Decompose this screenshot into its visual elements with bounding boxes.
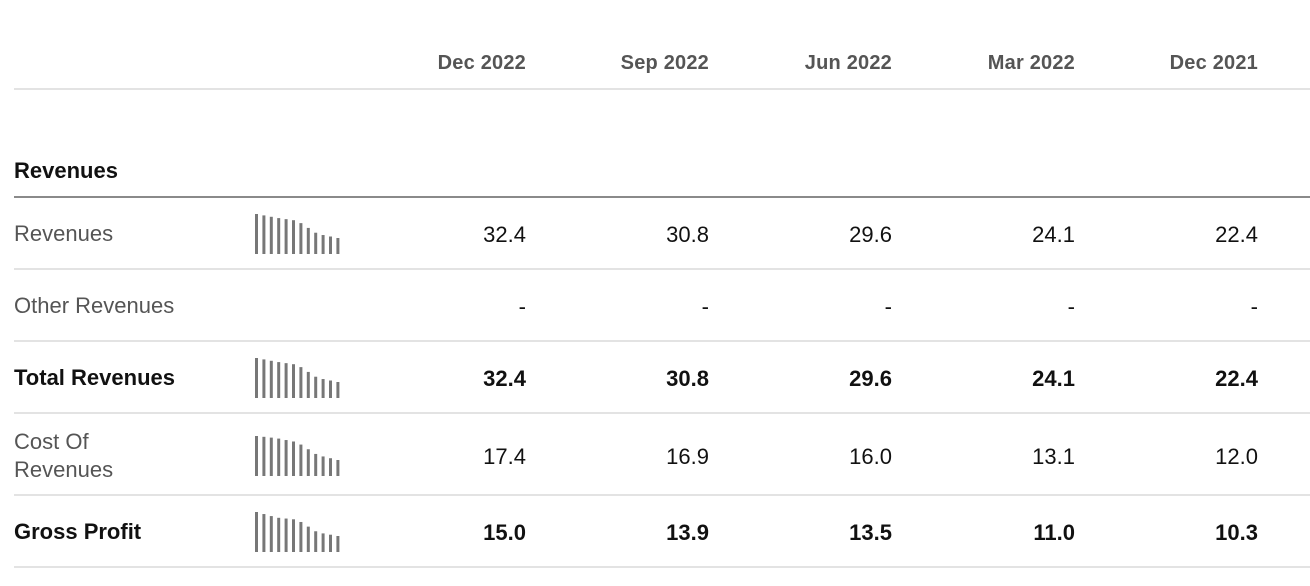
sparkline-chart[interactable] (255, 212, 345, 254)
sparkline-bar (255, 436, 258, 476)
table-row[interactable]: Other Revenues - - - - - (14, 270, 1310, 342)
sparkline-bar (336, 238, 340, 254)
sparkline-chart[interactable] (255, 434, 345, 476)
table-cell: 30.8 (666, 222, 709, 247)
table-cell: 13.5 (849, 520, 892, 545)
sparkline-bar (284, 440, 288, 476)
table-row[interactable]: Revenues 32.4 30.8 29.6 24.1 22.4 (14, 198, 1310, 270)
sparkline-bar (299, 444, 303, 476)
row-label: Cost Of Revenues (14, 429, 114, 482)
table-cell: 22.4 (1215, 222, 1258, 247)
sparkline-bar (269, 360, 273, 398)
sparkline-bar (262, 514, 266, 552)
table-cell: 22.4 (1215, 366, 1258, 391)
row-label: Gross Profit (14, 519, 142, 544)
table-cell: - (884, 294, 892, 319)
table-cell: 32.4 (483, 222, 526, 247)
table-cell: - (1250, 294, 1258, 319)
sparkline-chart[interactable] (255, 510, 345, 552)
sparkline-bar (255, 512, 258, 552)
sparkline-bar (299, 521, 303, 552)
table-cell: 12.0 (1215, 444, 1258, 469)
sparkline-bar (262, 215, 266, 254)
table-cell: 24.1 (1032, 222, 1075, 247)
row-label: Revenues (14, 221, 114, 246)
sparkline-bar (329, 236, 332, 254)
sparkline-bar (255, 214, 258, 254)
table-cell: 13.1 (1032, 444, 1075, 469)
table-cell: 16.9 (666, 444, 709, 469)
sparkline-bar (269, 216, 273, 254)
table-cell: 29.6 (849, 366, 892, 391)
sparkline-bar (292, 519, 295, 552)
sparkline-bar (277, 362, 281, 398)
sparkline-bar (306, 227, 310, 254)
sparkline-bar (321, 456, 325, 476)
sparkline-bar (292, 441, 295, 476)
section-title: Revenues (14, 158, 118, 183)
table-cell: - (518, 294, 526, 319)
sparkline-bar (299, 223, 303, 254)
table-row[interactable]: Gross Profit 15.0 13.9 13.5 11.0 10.3 (14, 496, 1310, 568)
sparkline-bar (262, 359, 266, 398)
column-header-3[interactable]: Jun 2022 (804, 52, 892, 74)
sparkline-bar (277, 517, 281, 552)
table-cell: - (1067, 294, 1075, 319)
sparkline-bar (262, 436, 266, 476)
financial-table: Dec 2022 Sep 2022 Jun 2022 Mar 2022 Dec … (14, 0, 1310, 90)
row-label: Other Revenues (14, 293, 175, 318)
sparkline-bar (329, 458, 332, 476)
sparkline-bar (314, 531, 318, 552)
table-cell: 24.1 (1032, 366, 1075, 391)
table-header: Dec 2022 Sep 2022 Jun 2022 Mar 2022 Dec … (14, 0, 1310, 90)
sparkline-bar (336, 460, 340, 476)
sparkline-bar (255, 358, 258, 398)
sparkline-bar (299, 367, 303, 398)
sparkline-bar (292, 220, 295, 254)
sparkline-bar (321, 533, 325, 552)
table-cell: 16.0 (849, 444, 892, 469)
table-cell: 11.0 (1033, 520, 1075, 545)
table-cell: 15.0 (483, 520, 526, 545)
sparkline-bar (306, 371, 310, 398)
sparkline-bar (321, 379, 325, 398)
sparkline-bar (284, 518, 288, 552)
sparkline-bar (292, 364, 295, 398)
table-cell: - (701, 294, 709, 319)
sparkline-bar (321, 235, 325, 254)
sparkline-bar (277, 438, 281, 476)
sparkline-bar (336, 382, 340, 398)
sparkline-bar (269, 437, 273, 476)
sparkline-bar (306, 526, 310, 552)
table-cell: 10.3 (1215, 520, 1258, 545)
section-header: Revenues (14, 90, 1310, 198)
table-cell: 29.6 (849, 222, 892, 247)
sparkline-bar (284, 363, 288, 398)
column-header-5[interactable]: Dec 2021 (1169, 52, 1258, 74)
column-header-2[interactable]: Sep 2022 (620, 52, 709, 74)
row-label: Total Revenues (14, 365, 175, 390)
column-header-4[interactable]: Mar 2022 (987, 52, 1075, 74)
column-header-1[interactable]: Dec 2022 (437, 52, 526, 74)
table-cell: 30.8 (666, 366, 709, 391)
sparkline-bar (284, 219, 288, 254)
sparkline-bar (314, 453, 318, 476)
sparkline-bar (329, 380, 332, 398)
table-cell: 13.9 (666, 520, 709, 545)
sparkline-bar (336, 536, 340, 552)
table-row[interactable]: Cost Of Revenues 17.4 16.9 16.0 13.1 12.… (14, 414, 1310, 496)
table-row[interactable]: Total Revenues 32.4 30.8 29.6 24.1 22.4 (14, 342, 1310, 414)
sparkline-bar (314, 376, 318, 398)
sparkline-bar (329, 534, 332, 552)
sparkline-bar (314, 232, 318, 254)
sparkline-chart[interactable] (255, 356, 345, 398)
table-cell: 32.4 (483, 366, 526, 391)
sparkline-bar (269, 516, 273, 552)
sparkline-bar (306, 449, 310, 476)
table-cell: 17.4 (483, 444, 526, 469)
sparkline-bar (277, 218, 281, 254)
